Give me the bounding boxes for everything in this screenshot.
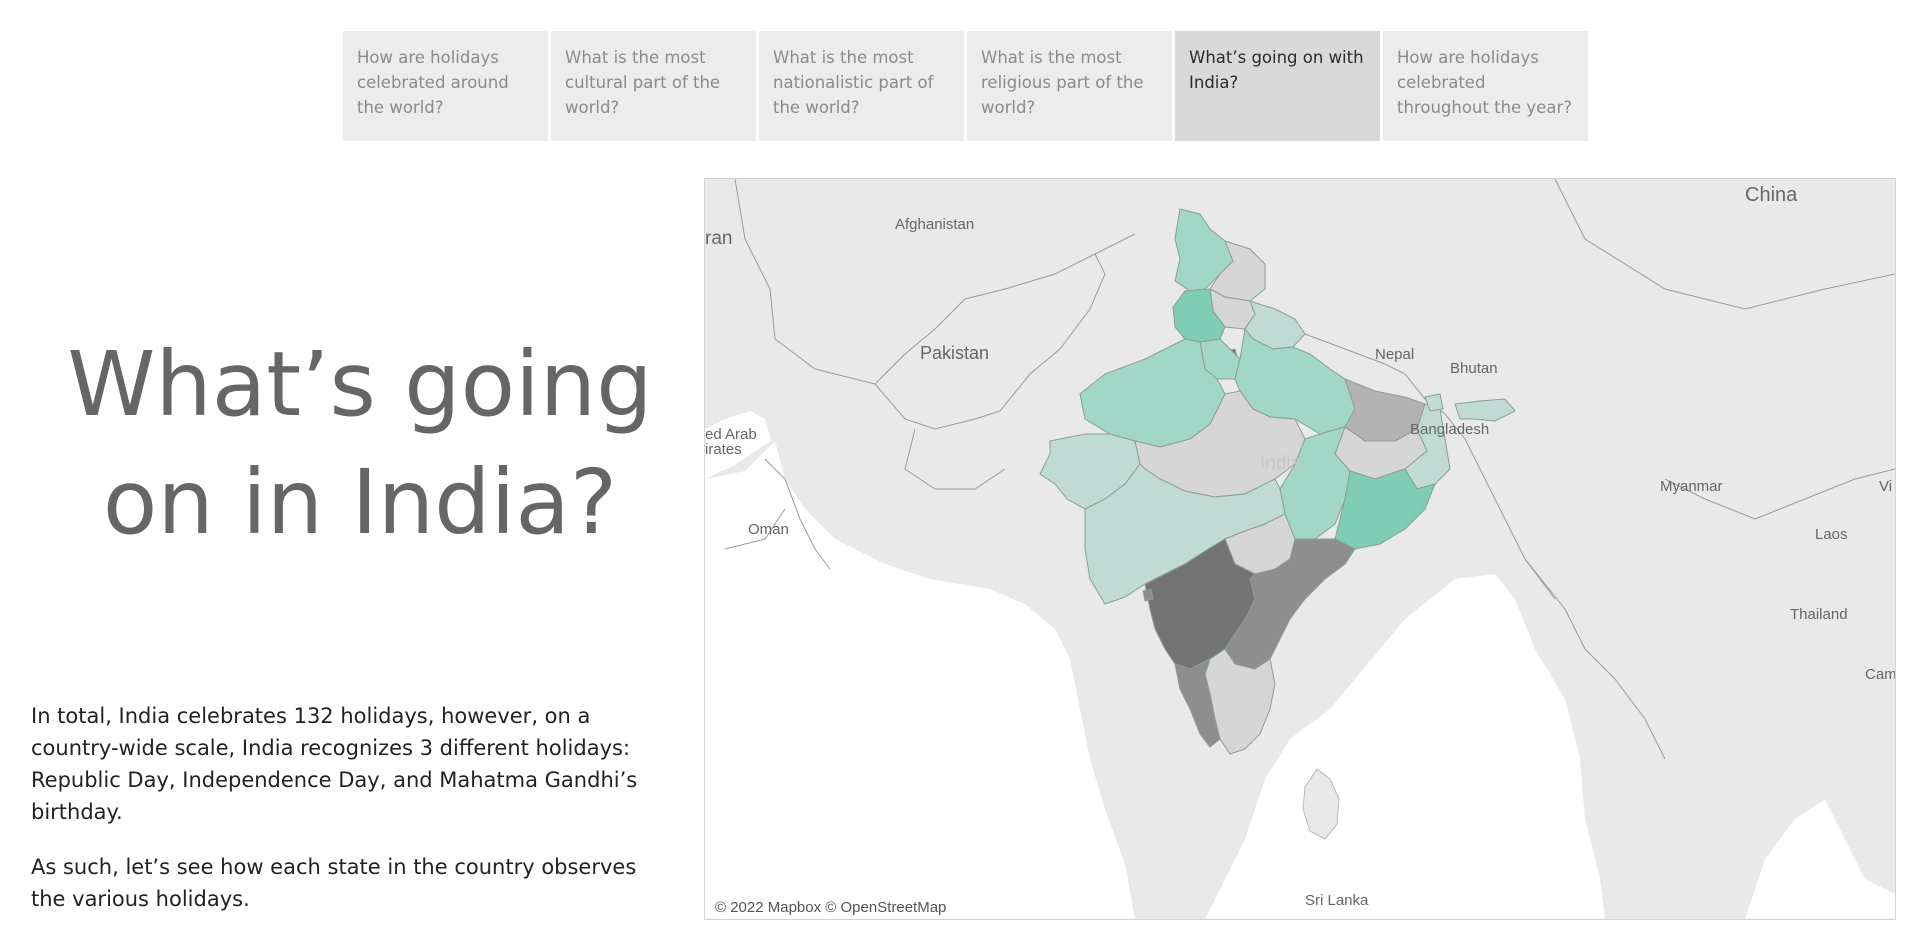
map-attribution[interactable]: © 2022 Mapbox © OpenStreetMap — [715, 899, 947, 916]
label-iran: ran — [705, 228, 732, 249]
tab-india[interactable]: What’s going on with India? — [1175, 31, 1380, 141]
tab-most-cultural[interactable]: What is the most cultural part of the wo… — [551, 31, 756, 141]
label-pakistan: Pakistan — [920, 343, 989, 363]
label-india: India — [1260, 453, 1302, 474]
label-vietnam: Vi — [1879, 478, 1892, 495]
label-uae-line1: ed Arab — [705, 426, 757, 443]
description-paragraph-2: As such, let’s see how each state in the… — [31, 855, 637, 911]
state-kerala[interactable] — [1174, 658, 1221, 748]
label-china: China — [1745, 184, 1798, 206]
india-map[interactable]: China ran Afghanistan Pakistan Nepal Bhu… — [704, 178, 1896, 920]
map-canvas[interactable]: China ran Afghanistan Pakistan Nepal Bhu… — [705, 179, 1895, 919]
label-bhutan: Bhutan — [1450, 360, 1498, 377]
state-sikkim[interactable] — [1424, 393, 1444, 412]
tab-holidays-around-world[interactable]: How are holidays celebrated around the w… — [343, 31, 548, 141]
description: In total, India celebrates 132 holidays,… — [31, 700, 671, 938]
persian-gulf — [705, 411, 771, 479]
state-karnataka[interactable] — [1144, 538, 1256, 670]
page-title: What’s going on in India? — [67, 332, 653, 554]
label-sri-lanka: Sri Lanka — [1305, 892, 1369, 909]
state-odisha[interactable] — [1334, 468, 1436, 550]
tab-most-nationalistic[interactable]: What is the most nationalistic part of t… — [759, 31, 964, 141]
tab-holidays-throughout-year[interactable]: How are holidays celebrated throughout t… — [1383, 31, 1588, 141]
gulf-of-thailand — [1745, 799, 1895, 919]
story-navigation: How are holidays celebrated around the w… — [343, 31, 1588, 141]
label-thailand: Thailand — [1790, 606, 1848, 623]
label-oman: Oman — [748, 521, 789, 538]
arabian-sea — [705, 441, 1135, 919]
bay-of-bengal — [1205, 574, 1605, 919]
label-nepal: Nepal — [1375, 346, 1414, 363]
tab-most-religious[interactable]: What is the most religious part of the w… — [967, 31, 1172, 141]
label-cambodia: Camb — [1865, 666, 1895, 683]
india-states — [1039, 208, 1516, 755]
label-afghanistan: Afghanistan — [895, 216, 974, 233]
description-paragraph-1: In total, India celebrates 132 holidays,… — [31, 704, 638, 824]
sri-lanka-land — [1302, 768, 1340, 840]
label-laos: Laos — [1815, 526, 1848, 543]
label-uae-line2: irates — [705, 441, 742, 458]
state-assam[interactable] — [1454, 398, 1516, 422]
state-goa[interactable] — [1142, 588, 1154, 602]
label-bangladesh: Bangladesh — [1410, 421, 1489, 438]
state-jammu-kashmir[interactable] — [1174, 208, 1234, 292]
label-myanmar: Myanmar — [1660, 478, 1723, 495]
